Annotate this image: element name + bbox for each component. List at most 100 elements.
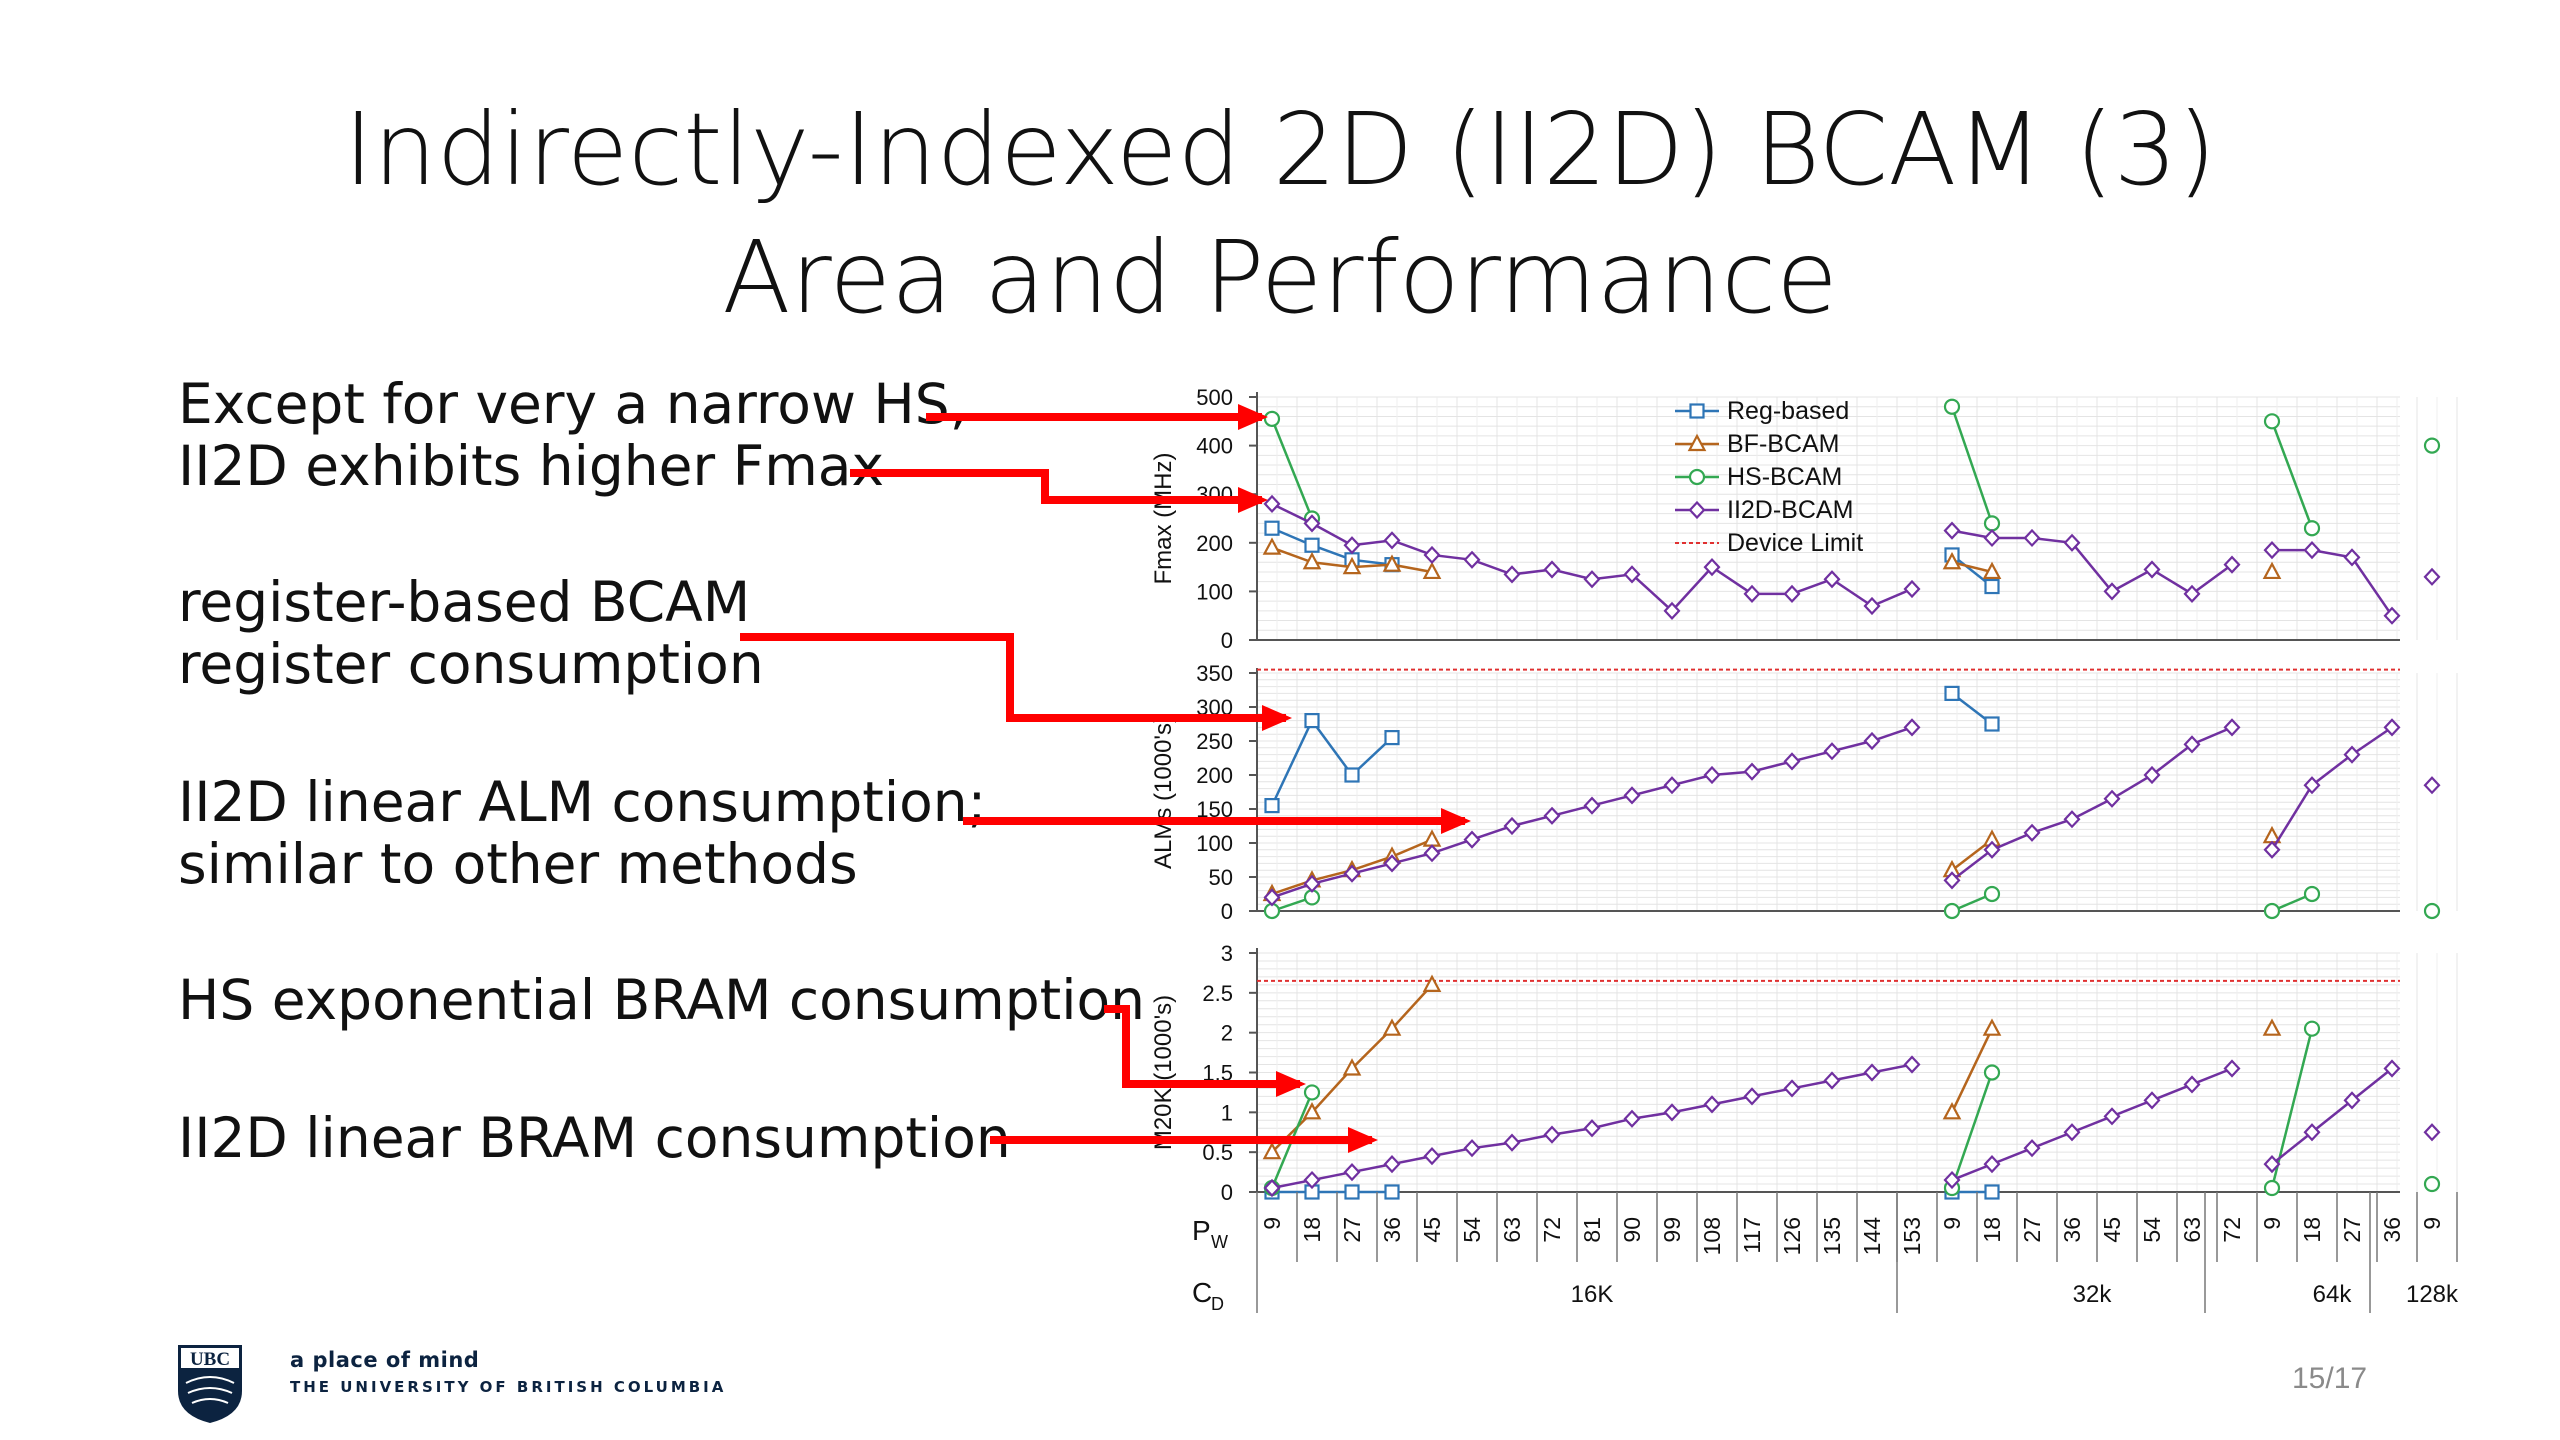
y-tick-label: 0.5	[1202, 1140, 1233, 1165]
x-tick-label: 117	[1739, 1217, 1765, 1254]
y-axis-label: M20K (1000's)	[1150, 995, 1177, 1150]
legend-marker	[1688, 500, 1706, 520]
data-point	[1743, 762, 1761, 781]
data-point	[1463, 1139, 1481, 1158]
data-point	[1382, 1018, 1402, 1036]
data-point	[1583, 796, 1601, 815]
data-point	[1583, 570, 1601, 589]
group-row-label-sub: D	[1211, 1294, 1224, 1314]
data-point	[2263, 902, 2281, 920]
data-point	[2023, 1139, 2041, 1158]
annotation-ii2d-bram: II2D linear BRAM consumption	[178, 1107, 1011, 1169]
data-point	[2103, 1107, 2121, 1126]
data-point	[2423, 776, 2441, 795]
footer-brand: a place of mind THE UNIVERSITY OF BRITIS…	[290, 1348, 726, 1396]
data-point	[1303, 1084, 1321, 1101]
data-point	[2143, 765, 2161, 785]
data-point	[1703, 557, 1721, 577]
arrow-ii2d-bram-head	[1348, 1127, 1378, 1153]
x-tick-label: 27	[2019, 1217, 2045, 1243]
data-point	[1342, 556, 1362, 575]
data-point	[1263, 888, 1281, 907]
data-point	[1982, 1018, 2002, 1036]
y-tick-label: 100	[1196, 831, 1233, 856]
data-point	[1303, 514, 1321, 533]
x-tick-label: 126	[1779, 1217, 1805, 1255]
data-point	[1942, 1102, 1962, 1120]
arrow-hs-bram	[1104, 1005, 1300, 1088]
x-tick-label: 54	[2139, 1217, 2165, 1243]
data-point	[1383, 854, 1401, 873]
data-point	[2303, 540, 2321, 560]
data-point	[1703, 765, 1721, 785]
data-point	[1983, 1155, 2001, 1174]
data-point	[1863, 596, 1881, 616]
group-row-label: C	[1192, 1277, 1212, 1308]
title-line-1: Indirectly-Indexed 2D (II2D) BCAM (3)	[343, 91, 2217, 208]
x-tick-label: 81	[1579, 1217, 1605, 1243]
y-tick-label: 1	[1221, 1100, 1233, 1125]
title-line-2: Area and Performance	[722, 219, 1838, 336]
data-point	[1983, 840, 2001, 859]
data-point	[2303, 776, 2321, 795]
legend-entry: HS-BCAM	[1727, 463, 1842, 491]
series-line	[1951, 1067, 2233, 1182]
legend-entry: BF-BCAM	[1727, 430, 1840, 458]
data-point	[1783, 584, 1801, 603]
data-point	[2023, 823, 2041, 842]
arrow-register	[740, 633, 1286, 722]
arrow-fmax-narrow-head	[1238, 404, 1268, 430]
annotation-line: II2D exhibits higher Fmax	[178, 434, 885, 498]
data-point	[1423, 844, 1441, 863]
arrow-hs-bram-head	[1276, 1071, 1306, 1097]
data-point	[2423, 437, 2441, 454]
data-point	[2063, 1123, 2081, 1142]
x-tick-label: 72	[2219, 1217, 2245, 1243]
annotation-fmax: Except for very a narrow HS, II2D exhibi…	[178, 373, 967, 497]
data-point	[1463, 550, 1481, 569]
x-tick-label: 90	[1619, 1217, 1645, 1243]
y-tick-label: 0	[1221, 628, 1233, 653]
data-point	[2183, 584, 2201, 603]
data-point	[2023, 528, 2041, 548]
data-point	[2423, 567, 2441, 586]
data-point	[2143, 1091, 2161, 1110]
y-tick-label: 250	[1196, 729, 1233, 754]
y-tick-label: 200	[1196, 763, 1233, 788]
data-point	[2303, 1020, 2321, 1037]
data-point	[1783, 1079, 1801, 1098]
data-point	[1903, 1055, 1921, 1074]
data-point	[2103, 789, 2121, 808]
data-point	[1623, 1109, 1641, 1128]
x-tick-label: 108	[1699, 1217, 1725, 1255]
page-number: 15/17	[2292, 1362, 2368, 1395]
data-point	[1983, 528, 2001, 548]
data-point	[2183, 1075, 2201, 1094]
group-label: 32k	[2073, 1281, 2113, 1308]
data-point	[2183, 735, 2201, 754]
data-point	[1423, 1147, 1441, 1166]
data-point	[1823, 742, 1841, 761]
data-point	[1943, 871, 1961, 890]
annotation-alm: II2D linear ALM consumption; similar to …	[178, 771, 986, 895]
legend-marker	[1689, 403, 1705, 419]
series-line	[1950, 1072, 1994, 1189]
footer-university: THE UNIVERSITY OF BRITISH COLUMBIA	[290, 1378, 727, 1396]
data-point	[1783, 752, 1801, 771]
data-point	[2063, 533, 2081, 552]
y-axis-label: ALMs (1000's)	[1150, 715, 1177, 869]
series-line	[2270, 1028, 2314, 1189]
data-point	[1943, 398, 1961, 415]
data-point	[1983, 1064, 2001, 1081]
annotation-line: register-based BCAM	[178, 570, 751, 634]
annotation-line: II2D linear ALM consumption;	[178, 770, 987, 834]
arrow-alm-head	[1441, 808, 1471, 834]
legend-marker	[1687, 433, 1707, 452]
x-tick-label: 9	[2259, 1217, 2285, 1230]
data-point	[1343, 1162, 1361, 1182]
legend-entry: Device Limit	[1727, 529, 1863, 557]
ubc-crest-logo: UBC	[178, 1345, 242, 1423]
y-tick-label: 2.5	[1202, 981, 1233, 1006]
data-point	[1703, 1095, 1721, 1114]
data-point	[2423, 1123, 2441, 1142]
